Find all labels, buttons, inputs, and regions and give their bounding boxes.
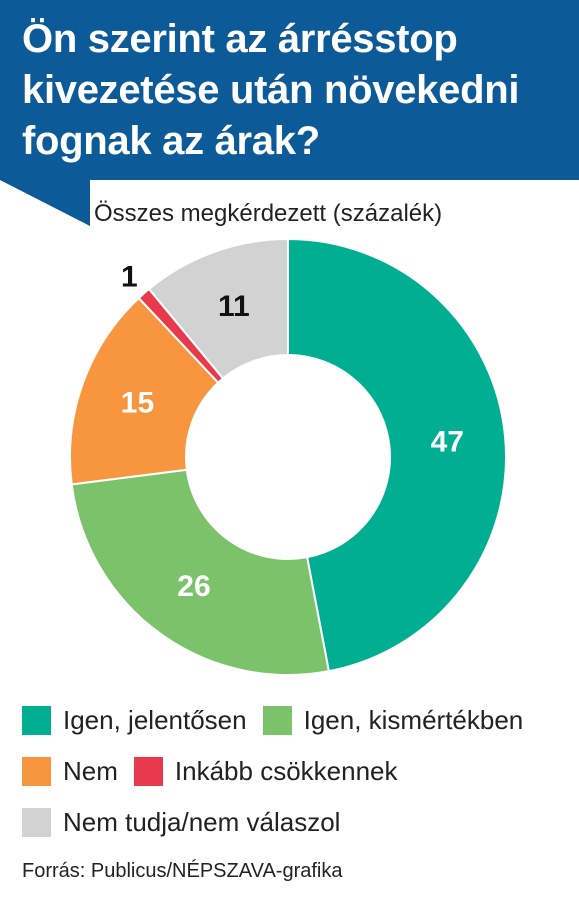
slice-igen-jelentosen — [287, 237, 507, 673]
legend-item-nem-tudja: Nem tudja/nem válaszol — [22, 807, 340, 838]
slice-nem-tudja — [147, 237, 289, 380]
legend: Igen, jelentősen Igen, kismértékben Nem … — [22, 695, 572, 848]
legend-label-nem: Nem — [63, 756, 118, 786]
legend-item-inkabb-csokkennek: Inkább csökkennek — [133, 756, 398, 787]
data-label-inkabb-csokkennek: 1 — [121, 260, 138, 293]
legend-label-igen-kismertekben: Igen, kismértékben — [303, 705, 524, 735]
slice-igen-kismertekben — [70, 468, 331, 676]
legend-swatch-nem — [22, 757, 51, 786]
legend-row-1: Igen, jelentősen Igen, kismértékben — [22, 695, 572, 746]
legend-label-igen-jelentosen: Igen, jelentősen — [63, 705, 247, 735]
chart-title: Ön szerint az árrésstop kivezetése után … — [22, 17, 520, 163]
legend-swatch-igen-kismertekben — [262, 706, 292, 735]
legend-item-nem: Nem — [22, 756, 118, 787]
data-label-nem: 15 — [121, 386, 154, 419]
data-label-igen-kismertekben: 26 — [177, 570, 210, 603]
legend-row-3: Nem tudja/nem válaszol — [22, 797, 572, 848]
legend-label-nem-tudja: Nem tudja/nem válaszol — [63, 807, 341, 837]
legend-swatch-nem-tudja — [22, 808, 51, 837]
data-label-nem-tudja: 11 — [218, 290, 250, 323]
legend-item-igen-jelentosen: Igen, jelentősen — [22, 705, 247, 736]
legend-item-igen-kismertekben: Igen, kismértékben — [262, 705, 524, 736]
header-banner: Ön szerint az árrésstop kivezetése után … — [0, 0, 579, 180]
source-note: Forrás: Publicus/NÉPSZAVA-grafika — [22, 860, 343, 882]
legend-label-inkabb-csokkennek: Inkább csökkennek — [174, 756, 398, 786]
data-label-igen-jelentosen: 47 — [431, 425, 464, 458]
legend-swatch-inkabb-csokkennek — [133, 757, 163, 786]
legend-row-2: Nem Inkább csökkennek — [22, 746, 572, 797]
chart-subtitle: Összes megkérdezett (százalék) — [94, 200, 443, 227]
legend-swatch-igen-jelentosen — [22, 706, 51, 735]
header-notch — [0, 180, 90, 226]
